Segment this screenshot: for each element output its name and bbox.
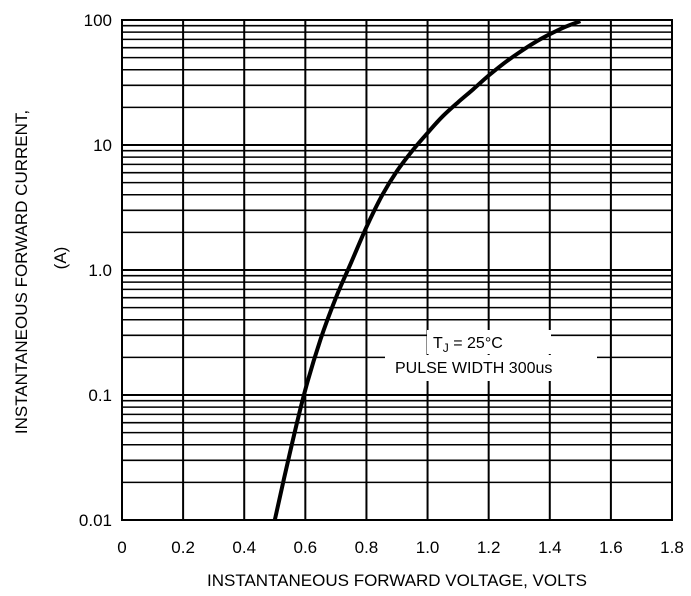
y-tick-label: 100 <box>84 11 112 30</box>
annotation-box: TJ = 25°C PULSE WIDTH 300us <box>385 330 597 381</box>
x-axis-title: INSTANTANEOUS FORWARD VOLTAGE, VOLTS <box>207 571 587 590</box>
x-tick-labels: 0 0.2 0.4 0.6 0.8 1.0 1.2 1.4 1.6 1.8 <box>117 538 684 557</box>
grid <box>121 19 673 521</box>
x-tick-label: 0.4 <box>232 538 256 557</box>
plot-frame <box>121 19 673 521</box>
annotation-pulse-width: PULSE WIDTH 300us <box>395 360 552 377</box>
y-tick-label: 10 <box>93 136 112 155</box>
series-line <box>272 19 582 521</box>
annotation-pulse-box <box>385 355 597 381</box>
y-axis-title-line2: (A) <box>51 247 70 270</box>
y-axis-title-line1: INSTANTANEOUS FORWARD CURRENT, <box>12 110 31 434</box>
x-tick-label: 1.8 <box>660 538 684 557</box>
y-tick-labels: 0.01 0.1 1.0 10 100 <box>79 11 112 530</box>
x-tick-label: 1.4 <box>538 538 562 557</box>
annotation-tj-box <box>427 330 551 354</box>
annotation-tj-subscript: J <box>443 341 449 355</box>
annotation-tj: TJ = 25°C <box>433 335 503 355</box>
y-tick-label: 1.0 <box>88 261 112 280</box>
x-tick-label: 1.2 <box>477 538 501 557</box>
x-tick-label: 0.8 <box>355 538 379 557</box>
series-layer <box>272 19 582 521</box>
y-tick-label: 0.01 <box>79 511 112 530</box>
x-tick-label: 1.0 <box>416 538 440 557</box>
x-tick-label: 0.2 <box>171 538 195 557</box>
x-tick-label: 1.6 <box>599 538 623 557</box>
y-tick-label: 0.1 <box>88 386 112 405</box>
x-tick-label: 0.6 <box>294 538 318 557</box>
x-tick-label: 0 <box>117 538 126 557</box>
